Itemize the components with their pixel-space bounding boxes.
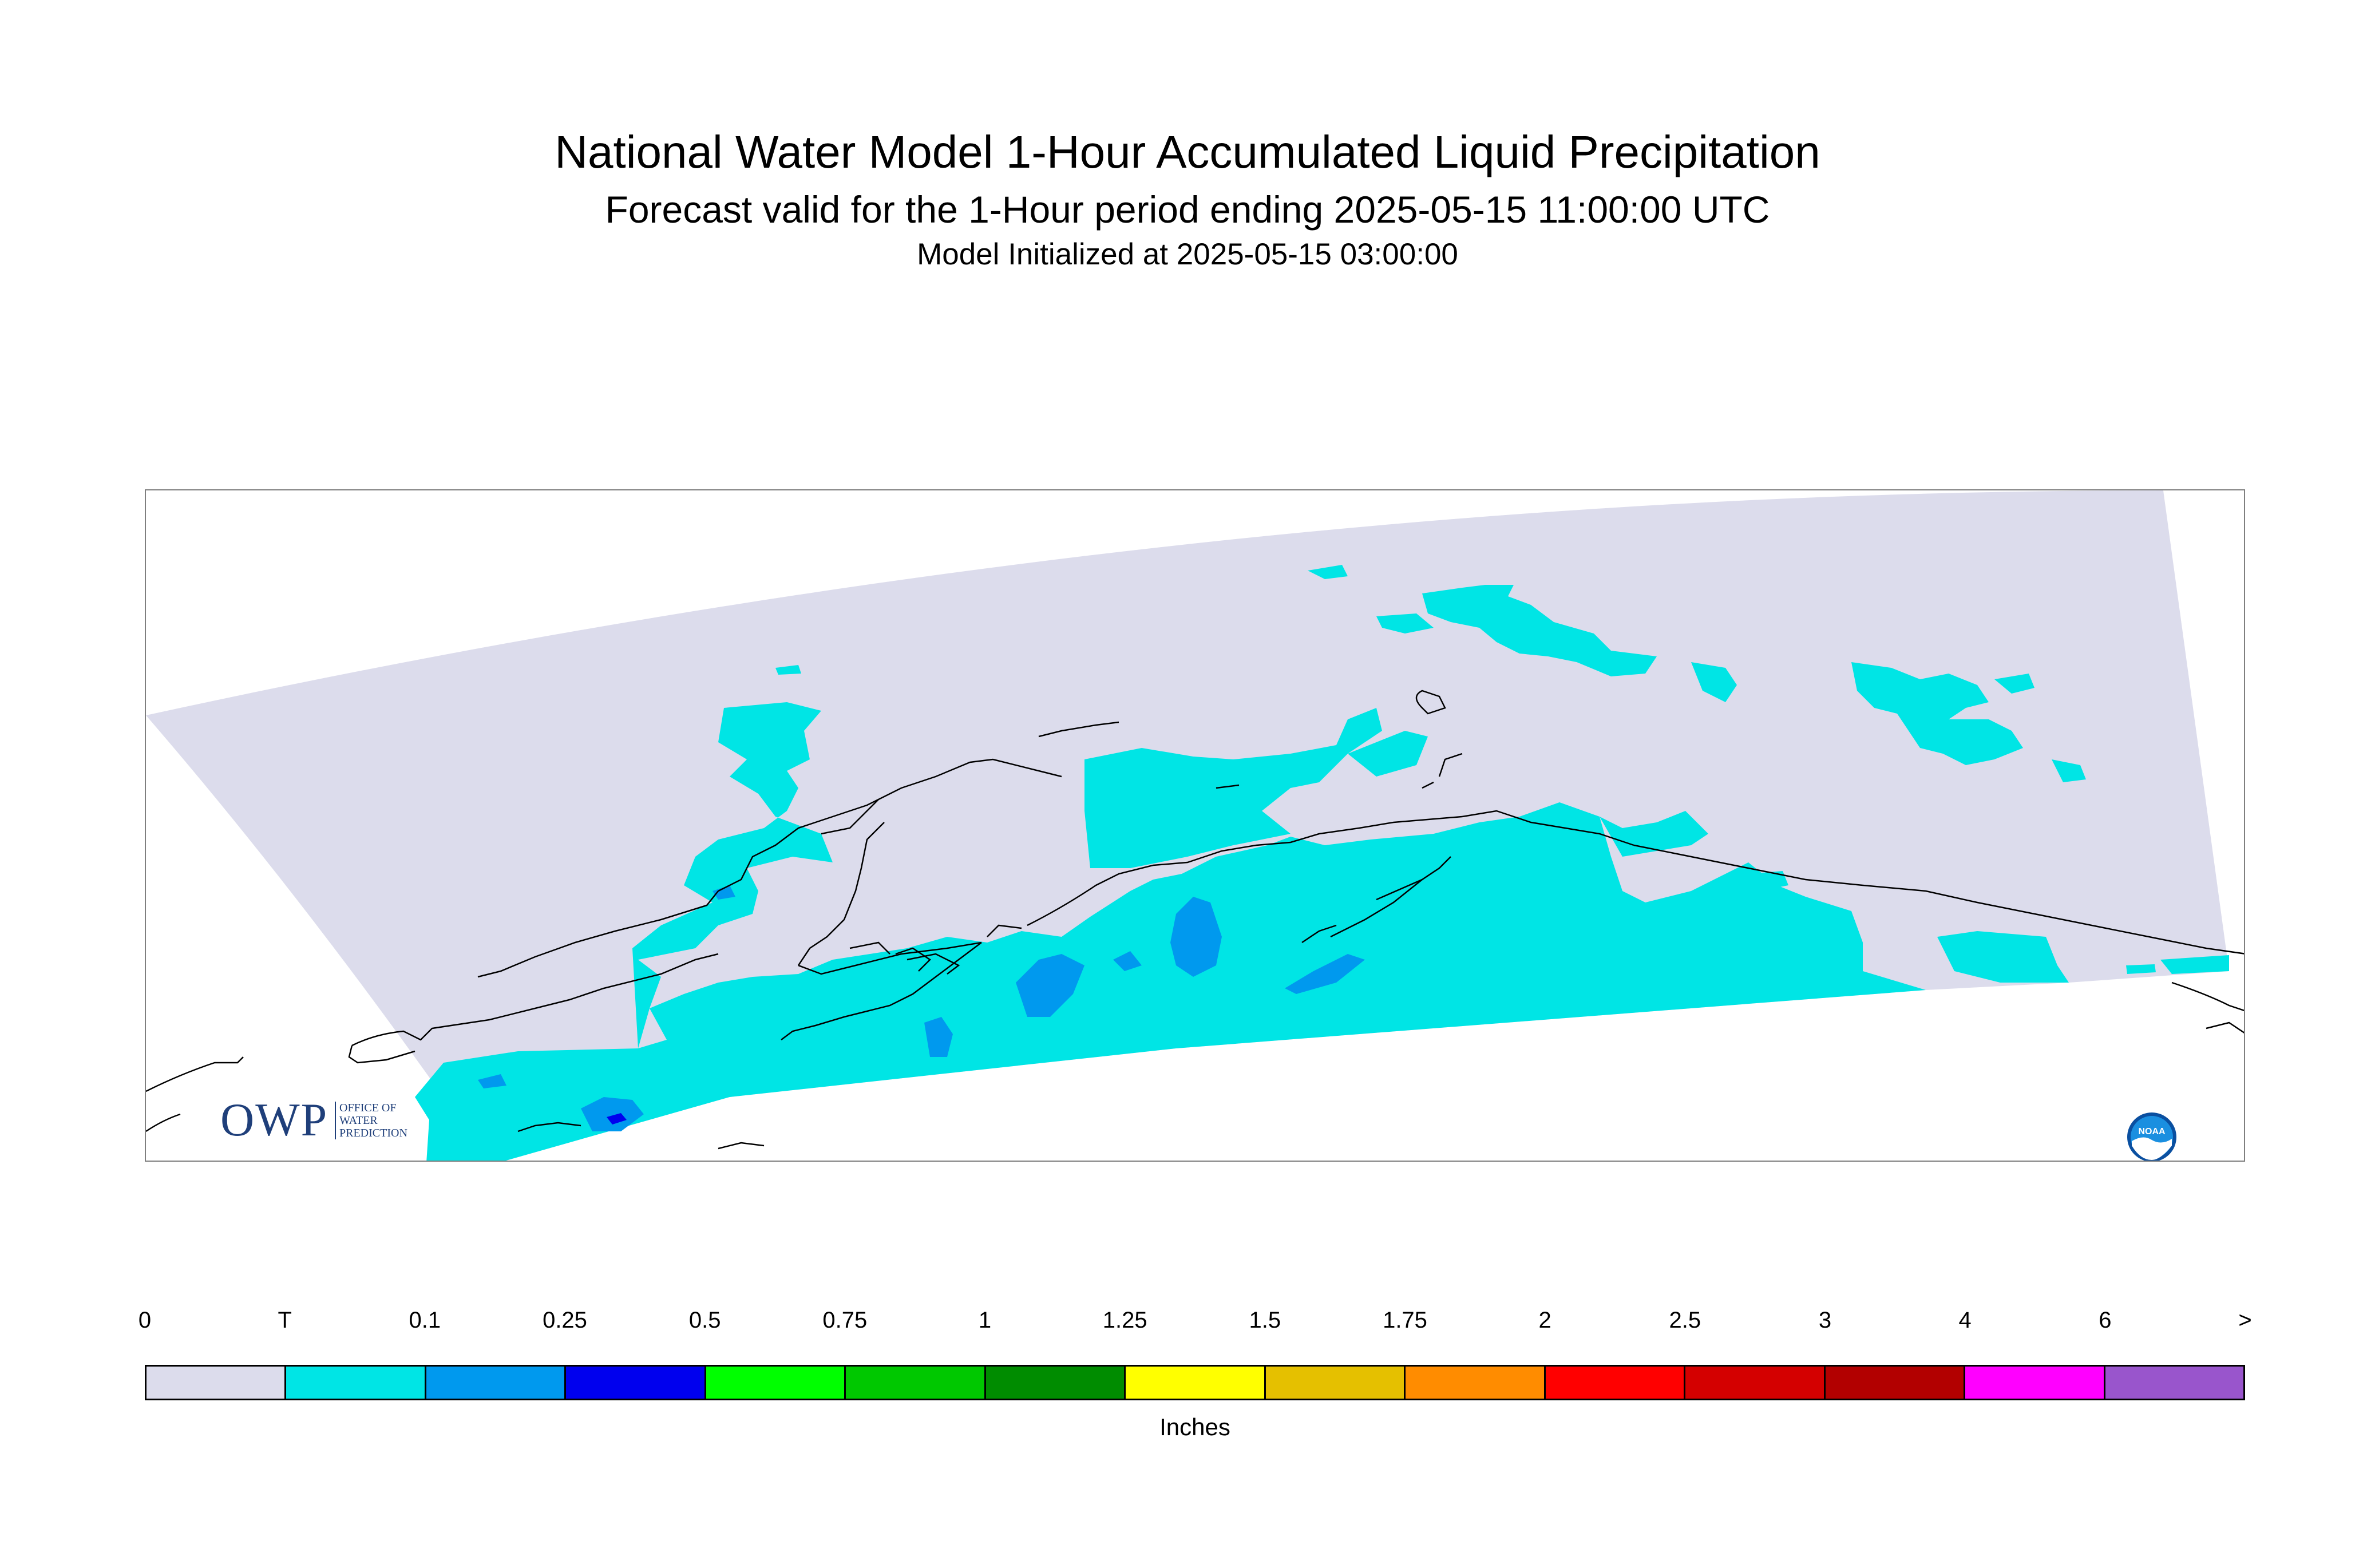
legend-tick-10: 2 bbox=[1538, 1308, 1551, 1333]
legend-tick-15: > bbox=[2238, 1308, 2252, 1333]
legend-tick-13: 4 bbox=[1958, 1308, 1972, 1333]
legend-units-label: Inches bbox=[1159, 1413, 1230, 1440]
legend-tick-7: 1.25 bbox=[1102, 1308, 1147, 1333]
legend-swatch-7 bbox=[1126, 1367, 1266, 1399]
legend-tick-12: 3 bbox=[1818, 1308, 1832, 1333]
trace-precip-areas bbox=[415, 565, 2229, 1161]
legend-swatch-1 bbox=[286, 1367, 426, 1399]
legend-tick-14: 6 bbox=[2099, 1308, 2112, 1333]
init-time-line: Model Initialized at 2025-05-15 03:00:00 bbox=[917, 237, 1458, 271]
legend-tick-6: 1 bbox=[978, 1308, 992, 1333]
legend-swatch-2 bbox=[426, 1367, 567, 1399]
noaa-logo-icon: NOAA bbox=[2126, 1111, 2178, 1161]
legend-tick-8: 1.5 bbox=[1249, 1308, 1281, 1333]
legend-swatch-11 bbox=[1685, 1367, 1826, 1399]
legend-tick-3: 0.25 bbox=[543, 1308, 587, 1333]
moderate-precip-areas bbox=[607, 1113, 627, 1124]
legend-swatch-10 bbox=[1545, 1367, 1686, 1399]
color-legend: 0 T 0.1 0.25 0.5 0.75 1 1.25 1.5 1.75 2 2.5 3 4 6 > Inc… bbox=[138, 1308, 2252, 1445]
legend-tick-4: 0.5 bbox=[688, 1308, 721, 1333]
light-precip-areas bbox=[478, 885, 1365, 1131]
map-title: National Water Model 1-Hour Accumulated … bbox=[555, 126, 1820, 177]
legend-swatch-8 bbox=[1265, 1367, 1406, 1399]
legend-swatch-4 bbox=[706, 1367, 846, 1399]
map-canvas bbox=[146, 490, 2244, 1161]
legend-swatch-13 bbox=[1965, 1367, 2105, 1399]
legend-tick-2: 0.1 bbox=[409, 1308, 441, 1333]
legend-swatch-12 bbox=[1825, 1367, 1966, 1399]
legend-tick-1: T bbox=[278, 1308, 292, 1333]
map-subtitle: Forecast valid for the 1-Hour period end… bbox=[605, 188, 1770, 231]
legend-swatch-0 bbox=[147, 1367, 287, 1399]
legend-swatch-3 bbox=[566, 1367, 706, 1399]
legend-swatch-6 bbox=[985, 1367, 1126, 1399]
coastlines bbox=[146, 690, 2244, 1150]
legend-colorbar bbox=[145, 1365, 2245, 1400]
precip-map: OWP OFFICE OF WATER PREDICTION NOAA bbox=[145, 489, 2245, 1162]
legend-swatch-5 bbox=[846, 1367, 986, 1399]
legend-swatch-9 bbox=[1406, 1367, 1546, 1399]
legend-tick-0: 0 bbox=[138, 1308, 152, 1333]
legend-tick-11: 2.5 bbox=[1669, 1308, 1701, 1333]
owp-logo-subtext: OFFICE OF WATER PREDICTION bbox=[335, 1102, 407, 1139]
legend-tick-9: 1.75 bbox=[1383, 1308, 1427, 1333]
svg-text:NOAA: NOAA bbox=[2138, 1127, 2166, 1137]
legend-tick-5: 0.75 bbox=[822, 1308, 868, 1333]
legend-swatch-14 bbox=[2105, 1367, 2244, 1399]
owp-logo-text: OWP bbox=[220, 1094, 328, 1146]
